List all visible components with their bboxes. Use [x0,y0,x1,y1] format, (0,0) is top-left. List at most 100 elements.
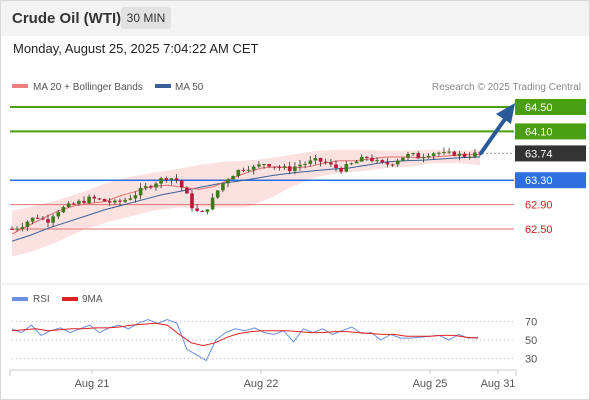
candle-body [179,180,184,188]
forecast-arrow-head [496,103,515,124]
candle-body [380,160,385,163]
ma50-legend-swatch [155,84,171,88]
candle-body [457,153,462,156]
price-label-62.50: 62.50 [525,224,553,236]
x-label-aug-25: Aug 25 [413,378,448,390]
candle-body [416,153,421,159]
candle-body [164,178,169,180]
candlesticks [10,147,482,232]
timeframe-button[interactable]: 30 MIN [121,7,171,29]
candle-body [401,157,405,161]
candle-body [195,208,199,211]
forecast-arrow [479,103,515,155]
candle-body [51,216,55,223]
candle-body [385,162,390,165]
ma50-legend-label: MA 50 [175,82,204,93]
candle-body [97,198,102,200]
candle-body [113,200,117,203]
candle-body [473,152,477,157]
candle-body [92,196,97,199]
candle-body [174,178,179,181]
candle-body [159,178,163,184]
bollinger-bands [12,149,480,257]
candle-body [349,163,354,165]
candle-body [287,166,292,172]
x-label-aug-21: Aug 21 [75,378,110,390]
candle-body [71,203,76,205]
rsi-panel: 30 50 70 [11,316,537,366]
candle-body [375,160,379,162]
candle-body [308,160,313,164]
candle-body [303,163,307,165]
candle-body [123,199,127,202]
ma50-line [11,156,481,242]
candle-body [318,158,323,162]
candle-body [437,152,441,154]
rsi-legend-swatch [12,297,28,301]
candle-body [82,200,86,203]
x-label-aug-22: Aug 22 [244,378,279,390]
price-label-63.30: 63.30 [525,175,553,187]
candle-body [56,212,61,217]
candle-body [215,190,220,198]
candle-body [154,183,158,188]
candle-body [262,164,266,165]
candle-body [442,152,446,154]
price-label-63.74: 63.74 [525,148,553,160]
candle-body [107,201,112,203]
rsi-9ma-line [11,322,479,347]
candle-body [257,164,261,167]
instrument-title: Crude Oil (WTI) [12,10,122,27]
candle-body [77,200,81,204]
rsi-legend-label: RSI [33,294,50,305]
candle-body [221,183,225,191]
candle-body [293,166,297,172]
candle-body [15,228,19,230]
price-label-box-63.30 [515,172,586,189]
candle-body [359,156,364,162]
candle-body [426,155,431,158]
candle-body [87,196,91,203]
candle-body [467,156,472,158]
candle-body [35,217,40,219]
candle-body [102,199,107,202]
candle-body [210,197,215,210]
rsi-tick-70: 70 [525,316,537,328]
price-label-box-64.10 [515,123,586,140]
rsi-tick-30: 30 [525,354,537,366]
candle-body [354,161,359,164]
price-label-box-63.74 [515,145,586,162]
candle-body [411,153,415,155]
bollinger-band-fill [12,149,480,257]
candle-body [323,161,328,163]
candle-body [452,151,457,156]
level-lines [10,106,514,230]
candle-body [277,166,282,168]
ma20-legend-swatch [12,84,28,88]
price-label-62.90: 62.90 [525,200,553,212]
candle-body [231,176,235,180]
candle-body [185,187,189,194]
price-label-box-64.50 [515,99,586,115]
candle-body [200,210,205,212]
candle-body [313,158,318,161]
candle-body [25,221,30,228]
candle-body [329,162,333,165]
candle-body [421,157,426,159]
copyright-credit: Research © 2025 Trading Central [432,82,581,93]
candle-body [431,153,436,156]
header-bar: Crude Oil (WTI) 30 MIN [0,0,590,36]
ma9-legend-swatch [62,297,78,301]
price-label-64.50: 64.50 [525,102,553,114]
candle-body [236,169,241,176]
candle-body [66,203,71,207]
candle-body [149,186,153,188]
candle-body [10,229,14,230]
candle-body [46,219,50,223]
rsi-tick-50: 50 [525,335,537,347]
candle-body [190,193,194,209]
candle-body [298,164,302,167]
candle-body [133,195,138,199]
